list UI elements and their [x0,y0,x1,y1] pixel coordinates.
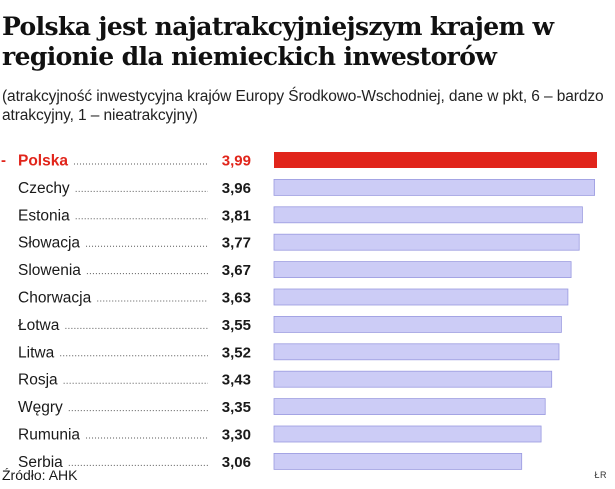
category-label-łotwa: Łotwa [18,317,60,334]
value-label-łotwa: 3,55 [222,317,251,334]
value-label-węgry: 3,35 [222,399,251,416]
bar-rumunia [273,425,542,443]
chart-subtitle: (atrakcyjność inwestycyjna krajów Europy… [2,88,604,124]
bar-estonia [273,206,583,224]
category-label-chorwacja: Chorwacja [18,290,92,307]
chart-title: Polska jest najatrakcyjniejszym krajem w… [2,12,554,71]
highlight-marker: - [1,152,6,169]
credit-label: ŁR [594,470,607,480]
bar-slowenia [273,261,572,279]
value-label-estonia: 3,81 [222,207,251,224]
category-label-serbia: Serbia [18,454,63,471]
bar-polska [274,152,597,168]
category-label-słowacja: Słowacja [18,235,80,252]
value-label-litwa: 3,52 [222,344,251,361]
bar-chorwacja [273,288,569,306]
category-label-węgry: Węgry [18,399,63,416]
bar-rosja [273,370,553,388]
value-label-rumunia: 3,30 [222,427,251,444]
value-label-rosja: 3,43 [222,372,251,389]
value-label-chorwacja: 3,63 [222,290,251,307]
value-label-czechy: 3,96 [222,180,251,197]
category-label-slowenia: Slowenia [18,262,81,279]
value-label-słowacja: 3,77 [222,235,251,252]
bar-łotwa [273,315,562,333]
source-note: Źródło: AHK [2,467,78,483]
category-label-rosja: Rosja [18,372,58,389]
category-label-estonia: Estonia [18,207,70,224]
bar-litwa [273,343,560,361]
category-label-litwa: Litwa [18,344,55,361]
category-label-polska: Polska [18,153,68,170]
bar-słowacja [273,233,580,251]
value-label-polska: 3,99 [222,153,251,170]
value-label-serbia: 3,06 [222,454,251,471]
bar-węgry [273,398,546,416]
value-label-slowenia: 3,67 [222,262,251,279]
bar-serbia [273,452,523,470]
category-label-rumunia: Rumunia [18,427,80,444]
category-label-czechy: Czechy [18,180,70,197]
bar-czechy [273,178,596,196]
